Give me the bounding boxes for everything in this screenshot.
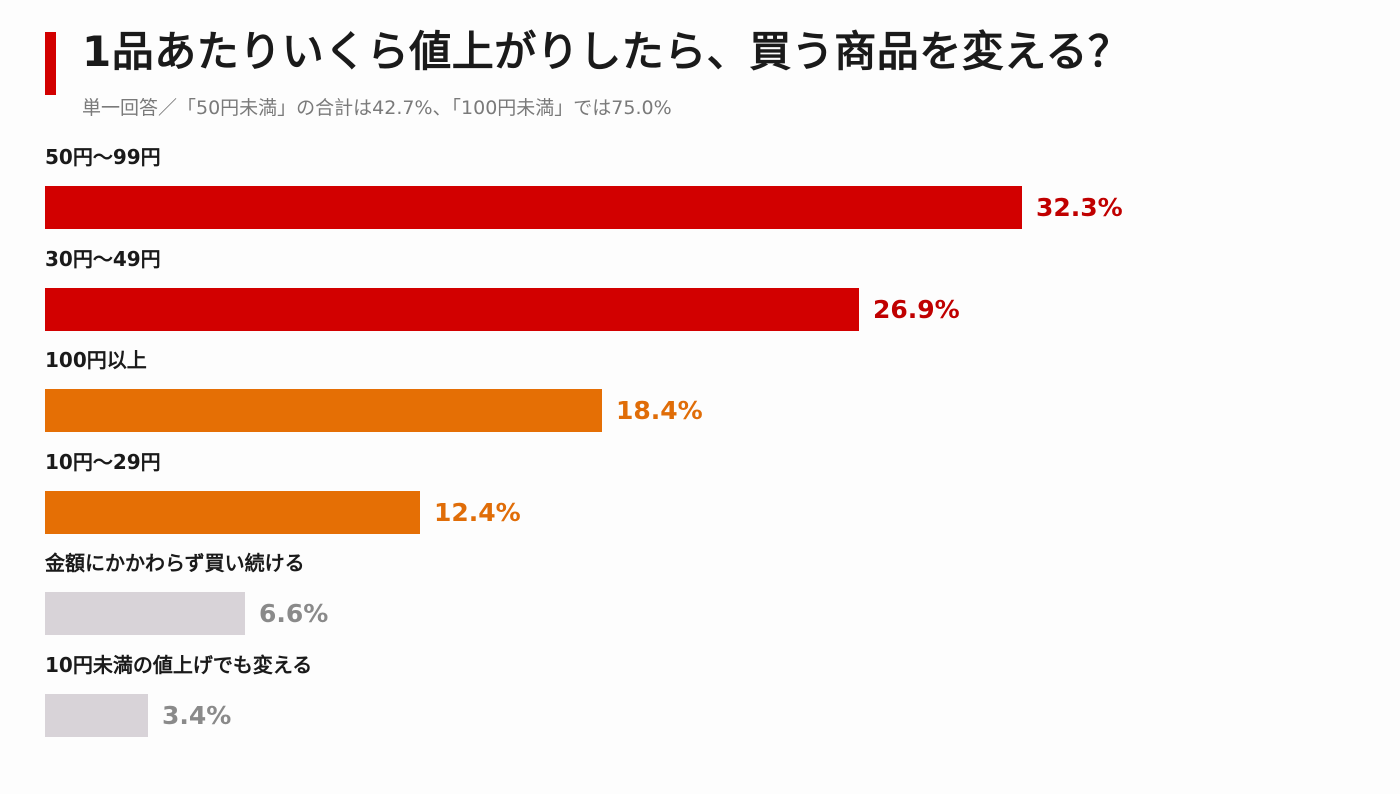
bar	[45, 592, 245, 635]
bar-row: 10円〜29円 12.4%	[45, 448, 1345, 548]
category-label: 10円〜29円	[45, 449, 161, 474]
value-label: 26.9%	[873, 294, 960, 324]
bar-row: 50円〜99円 32.3%	[45, 143, 1345, 243]
bar-row: 10円未満の値上げでも変える 3.4%	[45, 651, 1345, 751]
bar	[45, 389, 602, 432]
chart-subtitle: 単一回答／「50円未満」の合計は42.7%、「100円未満」では75.0%	[82, 97, 672, 119]
bar-row: 30円〜49円 26.9%	[45, 245, 1345, 345]
category-label: 100円以上	[45, 348, 147, 372]
title-accent-bar	[45, 32, 56, 95]
bar	[45, 287, 859, 331]
bar-row: 100円以上 18.4%	[45, 346, 1345, 446]
category-label: 金額にかかわらず買い続ける	[45, 551, 305, 575]
category-label: 50円〜99円	[45, 145, 161, 169]
category-label: 10円未満の値上げでも変える	[45, 652, 313, 677]
chart-title: 1品あたりいくら値上がりしたら、買う商品を変える？	[82, 27, 1131, 76]
category-label: 30円〜49円	[45, 246, 161, 271]
bar	[45, 693, 148, 737]
value-label: 6.6%	[259, 599, 329, 628]
bar-row: 金額にかかわらず買い続ける 6.6%	[45, 549, 1345, 649]
bar	[45, 186, 1022, 229]
value-label: 18.4%	[616, 396, 703, 425]
value-label: 12.4%	[434, 497, 521, 527]
value-label: 3.4%	[162, 700, 232, 730]
bar	[45, 490, 420, 534]
value-label: 32.3%	[1036, 193, 1123, 222]
